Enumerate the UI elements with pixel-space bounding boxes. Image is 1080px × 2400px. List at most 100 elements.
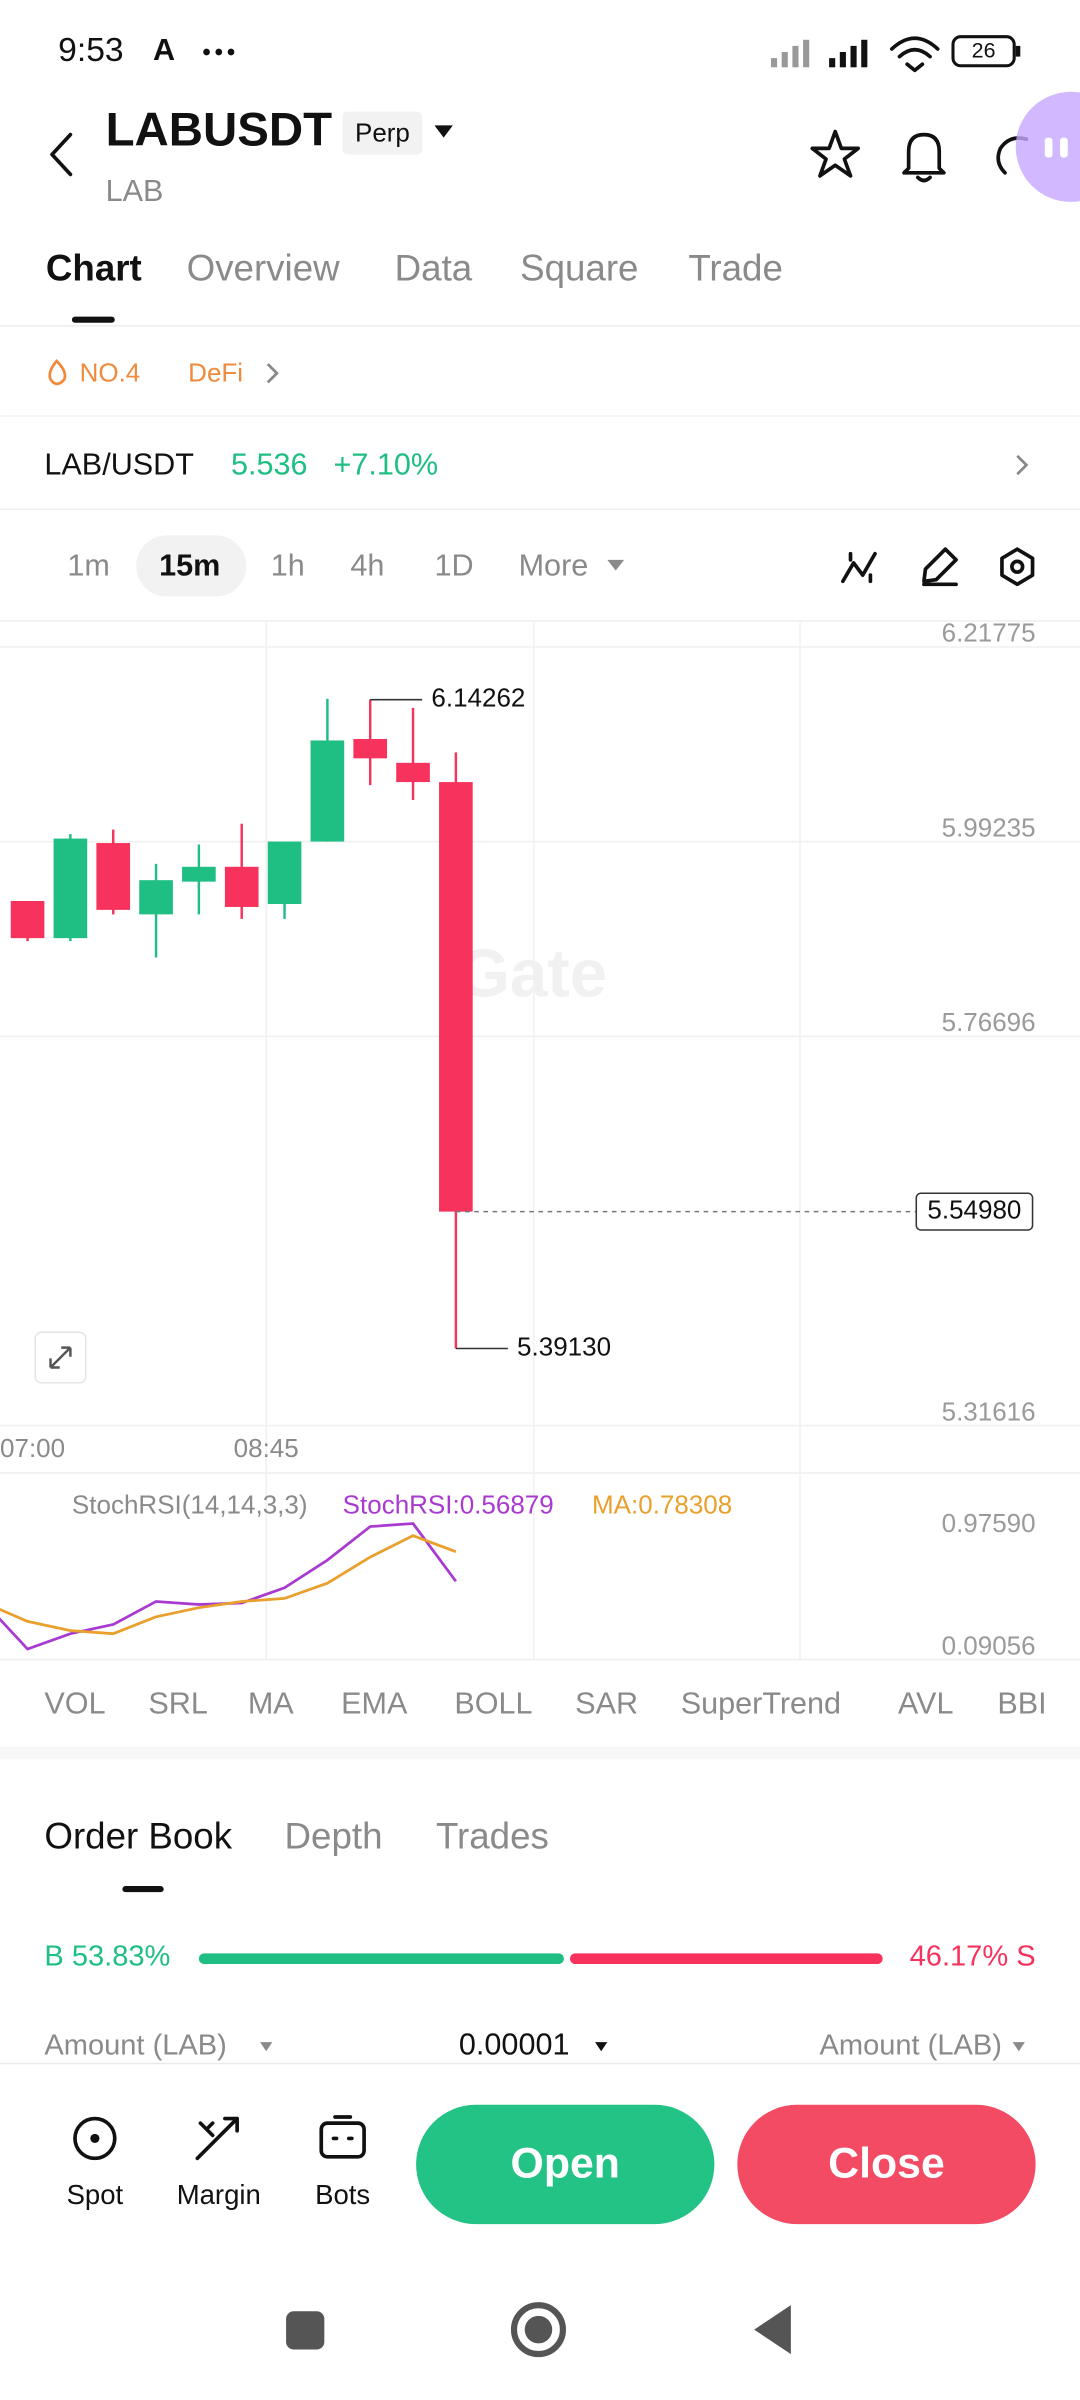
candle-body [310,740,345,842]
timeframe[interactable]: 4h [350,549,384,583]
sector-tag[interactable]: DeFi [188,358,243,388]
y-tick-label: 0.09056 [942,1630,1036,1660]
column-header: Amount (LAB) [44,2029,226,2061]
y-tick-label: 6.21775 [942,618,1036,648]
timeframe-selected [136,535,247,597]
action-label[interactable]: Spot [67,2179,124,2210]
candle-body [182,866,216,882]
timeframes: 1m 15m 1h 4h 1D More [67,549,588,583]
more-dropdown[interactable] [607,559,625,571]
status-time: 9:53 [58,32,123,69]
indicator-tab[interactable]: AVL [898,1687,954,1721]
tab-indicator [71,316,115,323]
candle-body [439,782,473,1212]
dropdown[interactable] [260,2042,273,2052]
candle-body [353,738,388,759]
nav-recents[interactable] [286,2311,325,2350]
vertical-grid [265,622,801,1660]
spot-icon-dot [90,2133,100,2144]
tab[interactable]: Data [395,247,473,288]
tab[interactable]: Square [520,247,638,288]
precision[interactable]: 0.00001 [459,2028,570,2062]
draw-button[interactable] [922,547,958,587]
column-header: Amount (LAB) [820,2029,1002,2061]
indicator-tab[interactable]: EMA [341,1687,408,1721]
indicator-tab[interactable]: MA [248,1687,294,1721]
order-book-tab[interactable]: Depth [285,1815,383,1856]
pair-change: +7.10% [333,448,438,482]
timeframe[interactable]: 1h [271,549,305,583]
nav-back[interactable] [754,2305,791,2355]
indicator-tab[interactable]: SuperTrend [681,1687,841,1721]
chevron [266,363,279,384]
status-icon: A [153,33,175,67]
y-tick-label: 5.76696 [942,1007,1036,1037]
open-button[interactable] [416,2104,715,2225]
settings-button[interactable] [1000,547,1035,587]
stochrsi-chart: 0.97590 0.09056 StochRSI:0.56879 MA:0.78308 [0,1490,1036,1660]
rank: NO.4 [80,358,141,388]
fullscreen-icon [49,1346,72,1369]
buy-ratio: B 53.83% [44,1941,170,1973]
action-label[interactable]: Margin [177,2179,261,2210]
y-tick-label: 0.97590 [942,1508,1036,1538]
dropdown[interactable] [595,2042,608,2052]
annotation-label: 6.14262 [431,683,525,713]
legend-entry: MA:0.78308 [592,1490,732,1520]
timeframe[interactable]: 1D [434,549,473,583]
order-book-tab[interactable]: Order Book [44,1815,232,1856]
indicator-button[interactable] [841,551,877,584]
close-button[interactable] [737,2104,1036,2225]
legend-entry: StochRSI:0.56879 [343,1490,554,1520]
settings-dot [1010,559,1025,574]
indicator-title: StochRSI(14,14,3,3) [72,1490,308,1520]
wifi-icon [889,36,940,73]
indicator-tab[interactable]: BOLL [454,1687,532,1721]
nav-home[interactable] [510,2302,567,2358]
nav-home-dot [524,2315,553,2344]
order-book-tab[interactable]: Trades [436,1815,549,1856]
alert-button[interactable] [902,132,946,183]
indicator-tab[interactable]: BBI [997,1687,1046,1721]
badge-bg [342,111,423,155]
favorite-button[interactable] [810,129,860,178]
bots-icon[interactable] [319,2121,366,2159]
symbol: LABUSDT [106,104,333,157]
signal-2 [829,39,868,68]
action-label[interactable]: Bots [315,2179,370,2210]
indicator-tab[interactable]: SAR [575,1687,638,1721]
timeframe[interactable]: 15m [159,549,220,583]
pair-name: LAB/USDT [44,448,194,482]
tab[interactable]: Overview [187,247,340,288]
symbol-dropdown[interactable] [434,125,453,138]
actions: Spot Margin Bots [67,2179,371,2210]
spot-icon[interactable] [73,2116,117,2161]
sell-bar [570,1953,883,1965]
y-tick-label: 5.99235 [942,812,1036,842]
timeframe[interactable]: 1m [67,549,109,583]
order-book-tabs: Order Book Depth Trades [44,1815,548,1856]
margin-icon[interactable] [195,2116,239,2161]
dropdown[interactable] [1012,2042,1025,2052]
pair-chevron[interactable] [1016,454,1029,476]
watermark: Gate [458,937,608,1012]
tab[interactable]: Trade [688,247,783,288]
back-button[interactable] [50,132,73,177]
indicator-line [0,1534,457,1636]
indicator-tab[interactable]: VOL [44,1687,105,1721]
status-dots [203,48,235,56]
candle-body [53,838,88,939]
x-tick-label: 08:45 [234,1433,299,1463]
tabs: Chart Overview Data Square Trade [46,247,783,288]
buy-bar [198,1953,564,1965]
candle-body [267,841,302,905]
candle-body [224,866,259,907]
open-label: Open [511,2139,620,2187]
indicator-tab[interactable]: SRL [148,1687,207,1721]
timeframe[interactable]: More [519,549,589,583]
badge: Perp [355,117,410,147]
tab[interactable]: Chart [46,247,142,288]
x-tick-label: 07:00 [0,1433,65,1463]
candlestick-chart: 6.21775 5.99235 5.76696 5.31616 6.14262 5.391… [0,618,1080,1427]
candle-body [96,843,131,910]
